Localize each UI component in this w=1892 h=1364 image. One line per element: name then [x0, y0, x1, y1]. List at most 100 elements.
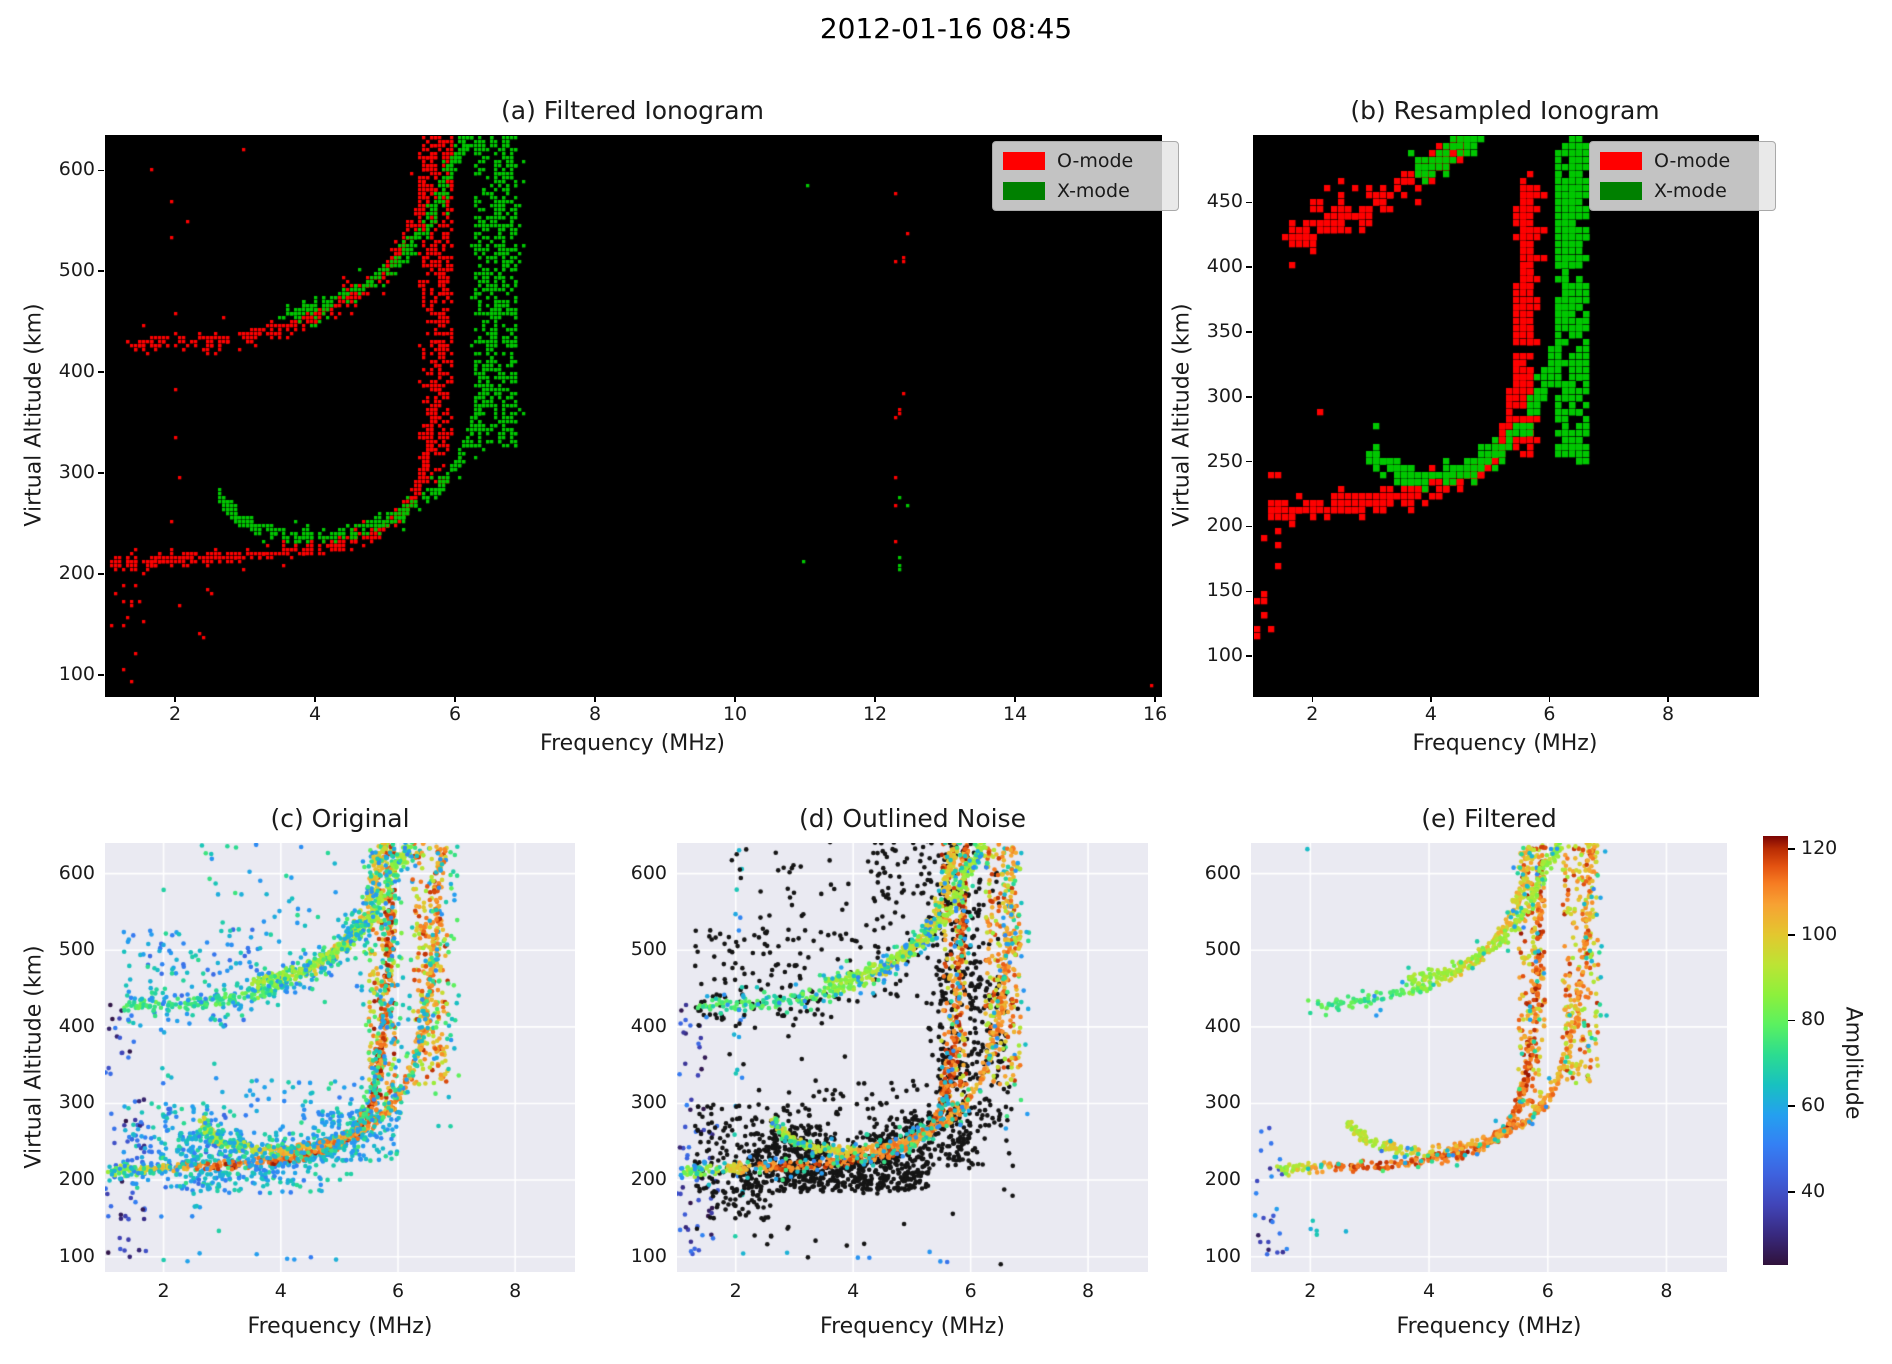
tick-label: 400 — [58, 360, 95, 383]
tick-label: 4 — [1423, 1280, 1436, 1302]
tick-label: 500 — [630, 938, 667, 961]
tick-label — [98, 674, 104, 676]
tick-label: 6 — [1543, 703, 1556, 725]
tick-label: 500 — [1204, 938, 1241, 961]
tick-label: 500 — [58, 938, 95, 961]
tick-label: 250 — [1206, 449, 1243, 472]
colorbar-tick — [1788, 847, 1795, 850]
panel-d-title: (d) Outlined Noise — [799, 804, 1026, 833]
tick-label: 8 — [1660, 1280, 1673, 1302]
tick-label — [1246, 201, 1252, 204]
panel-a-y-axis-label: Virtual Altitude (km) — [21, 303, 47, 527]
colorbar-tick-label: 60 — [1801, 1094, 1826, 1117]
tick-label: 4 — [308, 703, 322, 725]
panel-b-x-axis-label: Frequency (MHz) — [1412, 731, 1598, 756]
tick-label: 100 — [630, 1244, 667, 1267]
tick-label — [98, 573, 104, 575]
tick-label: 100 — [1204, 1244, 1241, 1267]
tick-label — [98, 270, 104, 272]
panel-d-outlined-noise-plot — [677, 843, 1148, 1272]
tick-label: 200 — [58, 1168, 95, 1191]
panel-c-original-plot — [105, 843, 575, 1272]
tick-label — [1154, 696, 1156, 702]
panel-c-title: (c) Original — [270, 804, 410, 833]
colorbar-tick — [1788, 1105, 1795, 1108]
colorbar-tick-label: 100 — [1801, 922, 1838, 945]
tick-label: 6 — [1541, 1280, 1554, 1302]
tick-label: 300 — [58, 1091, 95, 1114]
tick-label: 12 — [862, 703, 888, 725]
panel-a-filtered-ionogram-plot — [105, 135, 1162, 697]
tick-label — [594, 696, 596, 702]
tick-label — [174, 696, 176, 702]
tick-label — [314, 696, 316, 702]
tick-label: 2 — [168, 703, 182, 725]
tick-label: 2 — [729, 1280, 742, 1302]
tick-label: 2 — [1306, 703, 1319, 725]
tick-label: 4 — [1424, 703, 1437, 725]
o-mode-swatch — [1003, 152, 1045, 170]
tick-label — [874, 696, 876, 702]
tick-label: 8 — [1662, 703, 1675, 725]
tick-label: 200 — [58, 561, 95, 584]
x-mode-label: X-mode — [1654, 180, 1727, 202]
tick-label — [98, 472, 104, 474]
tick-label: 600 — [58, 158, 95, 181]
panel-b-title: (b) Resampled Ionogram — [1350, 96, 1660, 125]
tick-label — [1667, 696, 1669, 702]
tick-label: 400 — [1206, 255, 1243, 278]
tick-label: 200 — [1204, 1168, 1241, 1191]
x-mode-swatch — [1003, 182, 1045, 200]
tick-label — [1014, 696, 1016, 702]
legend-item-x-mode: X-mode — [1600, 180, 1765, 202]
colorbar-tick — [1788, 933, 1795, 936]
tick-label — [1246, 460, 1252, 463]
tick-label — [734, 696, 736, 702]
legend-item-x-mode: X-mode — [1003, 180, 1168, 202]
tick-label: 16 — [1143, 703, 1168, 725]
tick-label: 600 — [58, 861, 95, 884]
panel-d-x-axis-label: Frequency (MHz) — [820, 1314, 1005, 1339]
tick-label: 6 — [448, 703, 462, 725]
tick-label — [1246, 396, 1252, 398]
tick-label: 6 — [964, 1280, 977, 1302]
tick-label: 300 — [1206, 384, 1243, 407]
tick-label — [98, 371, 104, 373]
tick-label: 8 — [588, 703, 602, 725]
tick-label — [454, 696, 456, 702]
panel-a-legend: O-mode X-mode — [992, 141, 1179, 211]
colorbar-tick-label: 40 — [1801, 1180, 1826, 1203]
tick-label — [1246, 525, 1252, 528]
tick-label: 100 — [58, 1244, 95, 1267]
tick-label: 10 — [722, 703, 748, 725]
x-mode-swatch — [1600, 182, 1642, 200]
colorbar-tick — [1788, 1019, 1795, 1022]
panel-b-resampled-ionogram-plot — [1253, 135, 1759, 697]
legend-item-o-mode: O-mode — [1003, 150, 1168, 172]
amplitude-colorbar — [1763, 836, 1788, 1265]
panel-a-title: (a) Filtered Ionogram — [501, 96, 764, 125]
tick-label: 300 — [630, 1091, 667, 1114]
tick-label — [1246, 331, 1252, 333]
x-mode-label: X-mode — [1057, 180, 1130, 202]
tick-label: 6 — [391, 1280, 405, 1302]
figure-title: 2012-01-16 08:45 — [819, 12, 1073, 45]
tick-label: 100 — [58, 662, 95, 685]
tick-label: 8 — [1082, 1280, 1095, 1302]
tick-label — [98, 169, 104, 172]
tick-label: 400 — [630, 1014, 667, 1037]
tick-label: 450 — [1206, 190, 1243, 213]
tick-label: 2 — [1304, 1280, 1317, 1302]
tick-label: 200 — [1206, 514, 1243, 537]
tick-label: 4 — [847, 1280, 860, 1302]
tick-label — [1430, 696, 1432, 702]
tick-label: 200 — [630, 1168, 667, 1191]
tick-label: 2 — [157, 1280, 170, 1302]
panel-e-filtered-plot — [1251, 843, 1727, 1272]
colorbar-tick-label: 120 — [1801, 836, 1838, 859]
legend-item-o-mode: O-mode — [1600, 150, 1765, 172]
tick-label — [1246, 590, 1252, 593]
panel-a-x-axis-label: Frequency (MHz) — [540, 731, 725, 756]
tick-label: 400 — [1204, 1014, 1241, 1037]
